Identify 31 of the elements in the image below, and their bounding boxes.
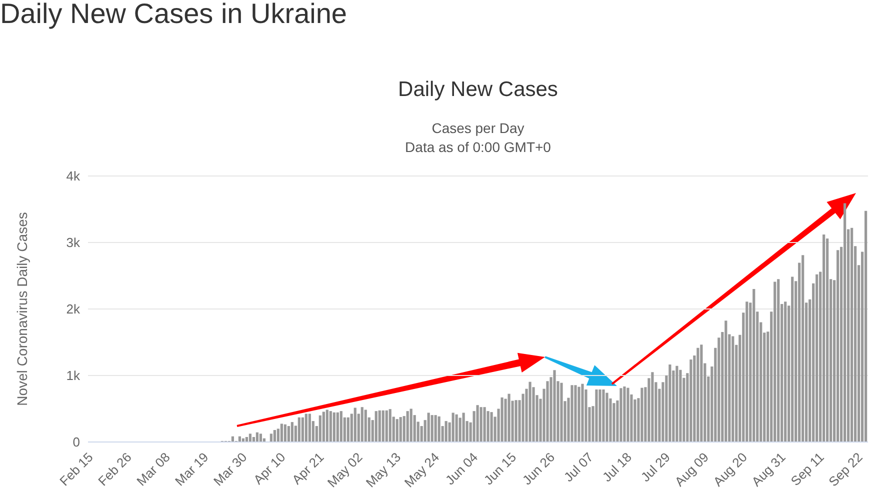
x-tick-label: Mar 19: [172, 450, 212, 489]
chart-subtitle: Daily New Cases: [397, 78, 559, 102]
x-tick-label: Sep 11: [788, 450, 827, 489]
x-tick-label: Jun 26: [519, 450, 558, 488]
y-tick-label: 3k: [66, 235, 80, 250]
x-tick-label: Feb 26: [95, 450, 134, 489]
y-axis-title: Novel Coronavirus Daily Cases: [14, 212, 30, 406]
x-tick-label: May 24: [401, 450, 442, 490]
x-tick-label: May 02: [324, 450, 366, 490]
text: Cases per Day: [430, 120, 526, 136]
x-tick-label: Aug 20: [710, 450, 750, 490]
chart-title: Daily New Cases in Ukraine: [0, 0, 348, 30]
y-tick-label: 4k: [66, 168, 80, 184]
y-tick-label: 0: [72, 434, 80, 450]
x-tick-label: Aug 09: [672, 450, 712, 490]
x-tick-label: May 13: [362, 450, 404, 490]
x-tick-label: Jun 04: [442, 450, 481, 488]
x-tick-label: Jun 15: [480, 450, 520, 488]
text: Data as of 0:00 GMT+0: [404, 139, 552, 155]
x-tick-label: Feb 15: [56, 450, 96, 489]
x-tick-label: Mar 30: [210, 450, 250, 489]
x-tick-label: Jul 07: [560, 450, 596, 485]
x-tick-label: Aug 31: [748, 450, 788, 490]
y-tick-label: 1k: [66, 368, 80, 384]
x-tick-label: Apr 10: [250, 450, 288, 488]
x-tick-label: Jul 29: [638, 450, 673, 485]
y-tick-label: 2k: [66, 302, 80, 317]
x-tick-label: Jul 18: [599, 450, 635, 485]
x-tick-label: Apr 21: [289, 450, 327, 488]
x-tick-label: Sep 22: [826, 450, 866, 490]
x-tick-label: Mar 08: [134, 450, 173, 489]
